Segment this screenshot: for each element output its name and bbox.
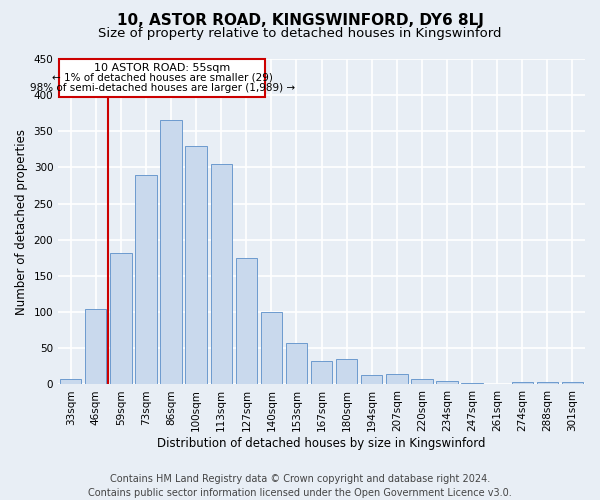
Bar (512, 382, 533, 384)
Bar (185, 146, 207, 384)
Text: ← 1% of detached houses are smaller (29): ← 1% of detached houses are smaller (29) (52, 72, 273, 83)
Text: 10 ASTOR ROAD: 55sqm: 10 ASTOR ROAD: 55sqm (94, 62, 230, 72)
Bar (286, 342, 307, 384)
Y-axis label: Number of detached properties: Number of detached properties (15, 128, 28, 314)
Bar (336, 359, 358, 384)
Bar (562, 382, 583, 384)
Text: 10, ASTOR ROAD, KINGSWINFORD, DY6 8LJ: 10, ASTOR ROAD, KINGSWINFORD, DY6 8LJ (116, 12, 484, 28)
Bar (110, 253, 131, 384)
Text: 98% of semi-detached houses are larger (1,989) →: 98% of semi-detached houses are larger (… (30, 83, 295, 93)
Bar (85, 308, 106, 384)
FancyBboxPatch shape (59, 59, 265, 96)
Text: Size of property relative to detached houses in Kingswinford: Size of property relative to detached ho… (98, 28, 502, 40)
Bar (436, 381, 458, 384)
Bar (236, 258, 257, 384)
Bar (136, 174, 157, 384)
Bar (461, 383, 483, 384)
Bar (211, 164, 232, 384)
Bar (311, 362, 332, 384)
Bar (60, 378, 82, 384)
Bar (411, 378, 433, 384)
Bar (386, 374, 407, 384)
Bar (261, 312, 282, 384)
Bar (537, 382, 558, 384)
X-axis label: Distribution of detached houses by size in Kingswinford: Distribution of detached houses by size … (157, 437, 486, 450)
Text: Contains HM Land Registry data © Crown copyright and database right 2024.
Contai: Contains HM Land Registry data © Crown c… (88, 474, 512, 498)
Bar (361, 375, 382, 384)
Bar (160, 120, 182, 384)
